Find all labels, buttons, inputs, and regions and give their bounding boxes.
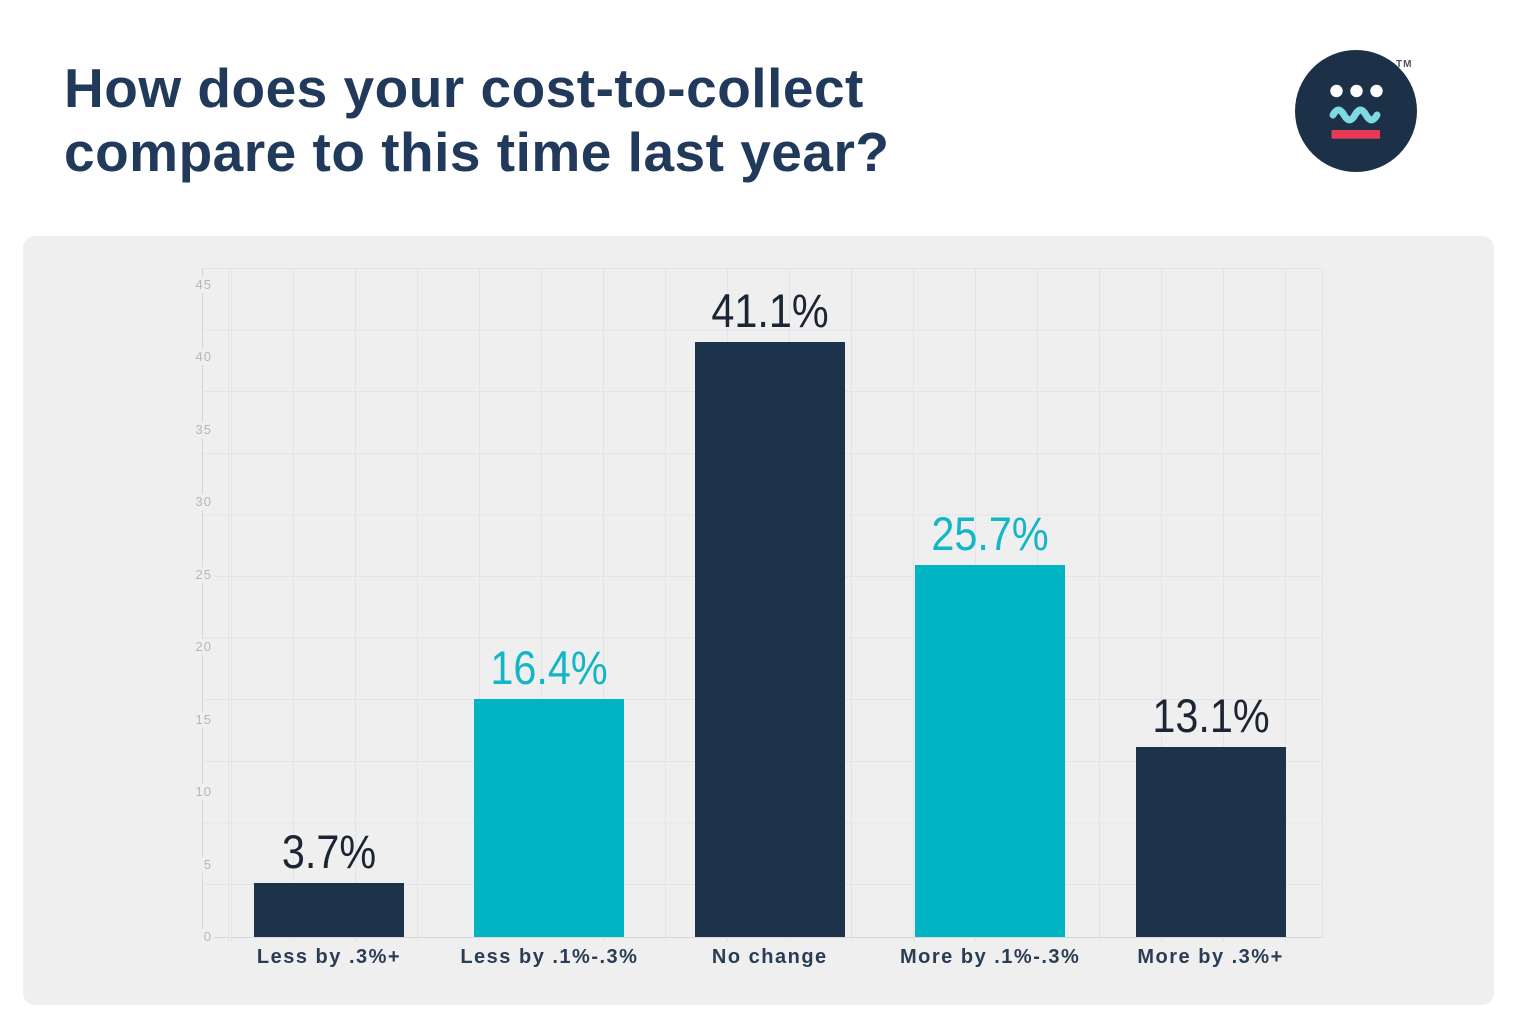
x-axis-label: More by .1%-.3% [900,946,1081,968]
x-axis-label: More by .3%+ [1137,946,1284,968]
bar [474,699,625,937]
y-axis-label: 0 [170,929,214,945]
bar-value-label: 16.4% [490,641,609,695]
bar [1135,747,1286,937]
logo-mouth-bar [1331,130,1380,139]
x-axis-label: No change [711,946,828,968]
y-axis-label: 25 [170,566,214,583]
bar-value-label: 25.7% [931,506,1049,560]
y-axis-label: 5 [170,856,214,873]
logo-wave-icon [1329,106,1381,124]
bar-value-label: 13.1% [1151,689,1270,743]
bar-value-label: 3.7% [281,825,377,879]
y-axis-label: 30 [170,494,214,511]
x-axis-label: Less by .3%+ [256,946,402,968]
y-axis-label: 20 [170,639,214,656]
y-axis-label: 15 [170,711,214,728]
bar [254,883,404,937]
x-axis-label: Less by .1%-.3% [460,946,639,968]
trademark-symbol: TM [1396,59,1412,70]
y-axis-label: 45 [170,277,214,293]
chart-panel: 0 5 10 15 20 25 30 35 40 45 3.7% 16.4% 41.1% 25.7% 13… [23,236,1494,1005]
y-axis-label: 35 [170,421,214,438]
logo-dot-icon [1350,84,1363,98]
bar-value-label: 41.1% [711,283,829,337]
page-title: How does your cost-to-collect compare to… [64,56,890,184]
brand-face-logo: TM [1295,50,1417,172]
bar [694,341,845,937]
title-line-2: compare to this time last year? [64,121,890,183]
bar [915,564,1066,937]
logo-dot-icon [1330,84,1343,98]
title-line-1: How does your cost-to-collect [64,57,864,119]
logo-dot-icon [1370,84,1383,98]
y-axis-label: 40 [170,349,214,366]
y-axis-label: 10 [170,784,214,801]
